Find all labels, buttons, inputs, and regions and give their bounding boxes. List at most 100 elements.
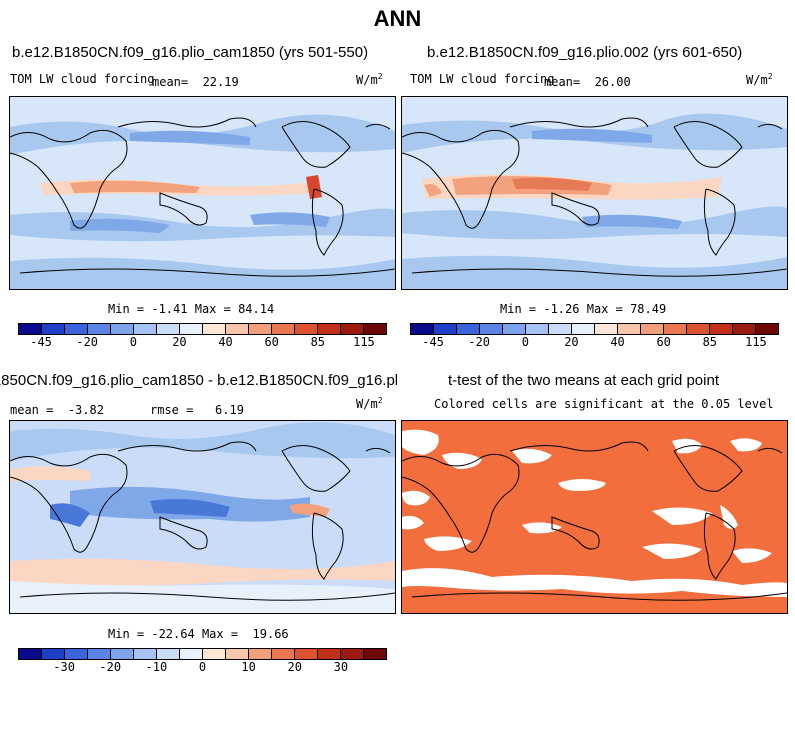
colorbar-swatch-top-left-2 xyxy=(65,324,88,334)
colorbar-swatch-top-left-10 xyxy=(249,324,272,334)
colorbar-swatch-top-right-3 xyxy=(480,324,503,334)
colorbar-swatch-top-right-8 xyxy=(595,324,618,334)
colorbar-tick-bottom-left-6: 30 xyxy=(333,660,349,674)
units-top-right: W/m2 xyxy=(746,72,773,87)
max-value-top-right: 78.49 xyxy=(630,302,667,316)
colorbar-tick-bottom-left-1: -20 xyxy=(99,660,122,674)
colorbar-tick-bottom-left-3: 0 xyxy=(198,660,207,674)
colorbar-swatch-top-right-12 xyxy=(687,324,710,334)
colorbar-tick-top-right-6: 85 xyxy=(702,335,718,349)
panel-title-bottom-left: b.e12.B1850CN.f09_g16.plio_cam1850 - b.e… xyxy=(0,372,397,389)
colorbar-swatch-bottom-left-5 xyxy=(134,649,157,659)
max-value-top-left: 84.14 xyxy=(238,302,275,316)
colorbar-swatch-top-right-5 xyxy=(526,324,549,334)
colorbar-bottom-left xyxy=(18,648,387,660)
mean-label-bottom-left: mean = -3.82 xyxy=(10,403,104,417)
colorbar-swatch-bottom-left-11 xyxy=(272,649,295,659)
panel-title-top-left: b.e12.B1850CN.f09_g16.plio_cam1850 (yrs … xyxy=(12,44,369,61)
colorbar-swatch-top-right-11 xyxy=(664,324,687,334)
colorbar-tick-top-left-3: 20 xyxy=(172,335,187,349)
colorbar-swatch-top-right-15 xyxy=(756,324,778,334)
colorbar-swatch-top-left-9 xyxy=(226,324,249,334)
rmse-label-bottom-left: rmse = 6.19 xyxy=(150,403,244,417)
colorbar-tick-top-left-7: 115 xyxy=(353,335,375,349)
variable-label-top-right: TOM LW cloud forcing xyxy=(410,72,555,86)
rmse-value-bottom-left: 6.19 xyxy=(215,403,244,417)
colorbar-tick-top-right-0: -45 xyxy=(422,335,444,349)
min-value-top-right: -1.26 xyxy=(543,302,580,316)
panel-title-bottom-right: t-test of the two means at each grid poi… xyxy=(448,372,719,389)
colorbar-swatch-top-left-13 xyxy=(318,324,341,334)
colorbar-swatch-bottom-left-10 xyxy=(249,649,272,659)
colorbar-swatch-top-left-11 xyxy=(272,324,295,334)
map-bottom-right xyxy=(401,420,788,614)
min-value-bottom-left: -22.64 xyxy=(151,627,195,641)
figure-title: ANN xyxy=(373,6,422,31)
colorbar-swatch-top-right-9 xyxy=(618,324,641,334)
colorbar-ticks-top-left: -45 -20 0 20 40 60 85 115 xyxy=(18,333,385,349)
colorbar-swatch-bottom-left-7 xyxy=(180,649,203,659)
colorbar-swatch-top-left-7 xyxy=(180,324,203,334)
mean-label-top-left: mean= 22.19 xyxy=(152,75,239,89)
subtitle-bottom-right: Colored cells are significant at the 0.0… xyxy=(434,397,774,411)
colorbar-swatch-top-right-7 xyxy=(572,324,595,334)
colorbar-tick-bottom-left-4: 10 xyxy=(241,660,256,674)
colorbar-swatch-top-left-12 xyxy=(295,324,318,334)
colorbar-tick-top-right-2: 0 xyxy=(521,335,529,349)
colorbar-swatch-bottom-left-9 xyxy=(226,649,249,659)
colorbar-swatch-bottom-left-13 xyxy=(318,649,341,659)
colorbar-tick-top-right-7: 115 xyxy=(745,335,767,349)
min-max-top-right: Min = -1.26 Max = 78.49 xyxy=(500,302,667,316)
colorbar-swatch-bottom-left-2 xyxy=(65,649,88,659)
colorbar-tick-bottom-left-2: -10 xyxy=(145,660,168,674)
colorbar-swatch-top-right-1 xyxy=(434,324,457,334)
colorbar-tick-top-right-5: 60 xyxy=(656,335,671,349)
colorbar-top-left xyxy=(18,323,387,335)
colorbar-tick-top-left-6: 85 xyxy=(310,335,326,349)
colorbar-swatch-top-right-4 xyxy=(503,324,526,334)
colorbar-swatch-top-left-5 xyxy=(134,324,157,334)
colorbar-swatch-top-left-15 xyxy=(364,324,386,334)
colorbar-swatch-bottom-left-15 xyxy=(364,649,386,659)
colorbar-swatch-bottom-left-4 xyxy=(111,649,134,659)
colorbar-swatch-bottom-left-0 xyxy=(19,649,42,659)
mean-value-top-right: 26.00 xyxy=(594,75,631,89)
mean-label-top-right: mean= 26.00 xyxy=(544,75,631,89)
colorbar-tick-top-right-3: 20 xyxy=(564,335,579,349)
colorbar-tick-top-left-0: -45 xyxy=(30,335,52,349)
colorbar-swatch-top-right-10 xyxy=(641,324,664,334)
colorbar-swatch-top-right-13 xyxy=(710,324,733,334)
colorbar-tick-top-left-2: 0 xyxy=(129,335,137,349)
colorbar-swatch-top-right-0 xyxy=(411,324,434,334)
colorbar-tick-bottom-left-5: 20 xyxy=(287,660,302,674)
colorbar-ticks-top-right: -45 -20 0 20 40 60 85 115 xyxy=(410,333,777,349)
colorbar-swatch-top-left-0 xyxy=(19,324,42,334)
colorbar-swatch-bottom-left-12 xyxy=(295,649,318,659)
colorbar-swatch-bottom-left-1 xyxy=(42,649,65,659)
colorbar-top-right xyxy=(410,323,779,335)
colorbar-swatch-top-right-14 xyxy=(733,324,756,334)
colorbar-tick-top-left-5: 60 xyxy=(264,335,279,349)
colorbar-swatch-bottom-left-3 xyxy=(88,649,111,659)
min-max-bottom-left: Min = -22.64 Max = 19.66 xyxy=(108,627,289,641)
mean-value-bottom-left: -3.82 xyxy=(67,403,104,417)
panel-title-top-right: b.e12.B1850CN.f09_g16.plio.002 (yrs 601-… xyxy=(427,44,743,61)
units-top-left: W/m2 xyxy=(356,72,383,87)
map-top-left xyxy=(9,96,396,290)
colorbar-ticks-bottom-left: -30 -20 -10 0 10 20 30 xyxy=(18,658,385,674)
map-bottom-left xyxy=(9,420,396,614)
units-bottom-left: W/m2 xyxy=(356,396,383,411)
colorbar-swatch-bottom-left-14 xyxy=(341,649,364,659)
colorbar-tick-top-left-1: -20 xyxy=(76,335,99,349)
colorbar-tick-top-left-4: 40 xyxy=(218,335,233,349)
mean-value-top-left: 22.19 xyxy=(202,75,239,89)
colorbar-swatch-top-left-3 xyxy=(88,324,111,334)
colorbar-swatch-top-left-1 xyxy=(42,324,65,334)
colorbar-swatch-top-left-4 xyxy=(111,324,134,334)
colorbar-swatch-bottom-left-6 xyxy=(157,649,180,659)
min-max-top-left: Min = -1.41 Max = 84.14 xyxy=(108,302,275,316)
colorbar-tick-bottom-left-0: -30 xyxy=(53,660,75,674)
colorbar-swatch-bottom-left-8 xyxy=(203,649,226,659)
colorbar-tick-top-right-4: 40 xyxy=(610,335,625,349)
map-top-right xyxy=(401,96,788,290)
